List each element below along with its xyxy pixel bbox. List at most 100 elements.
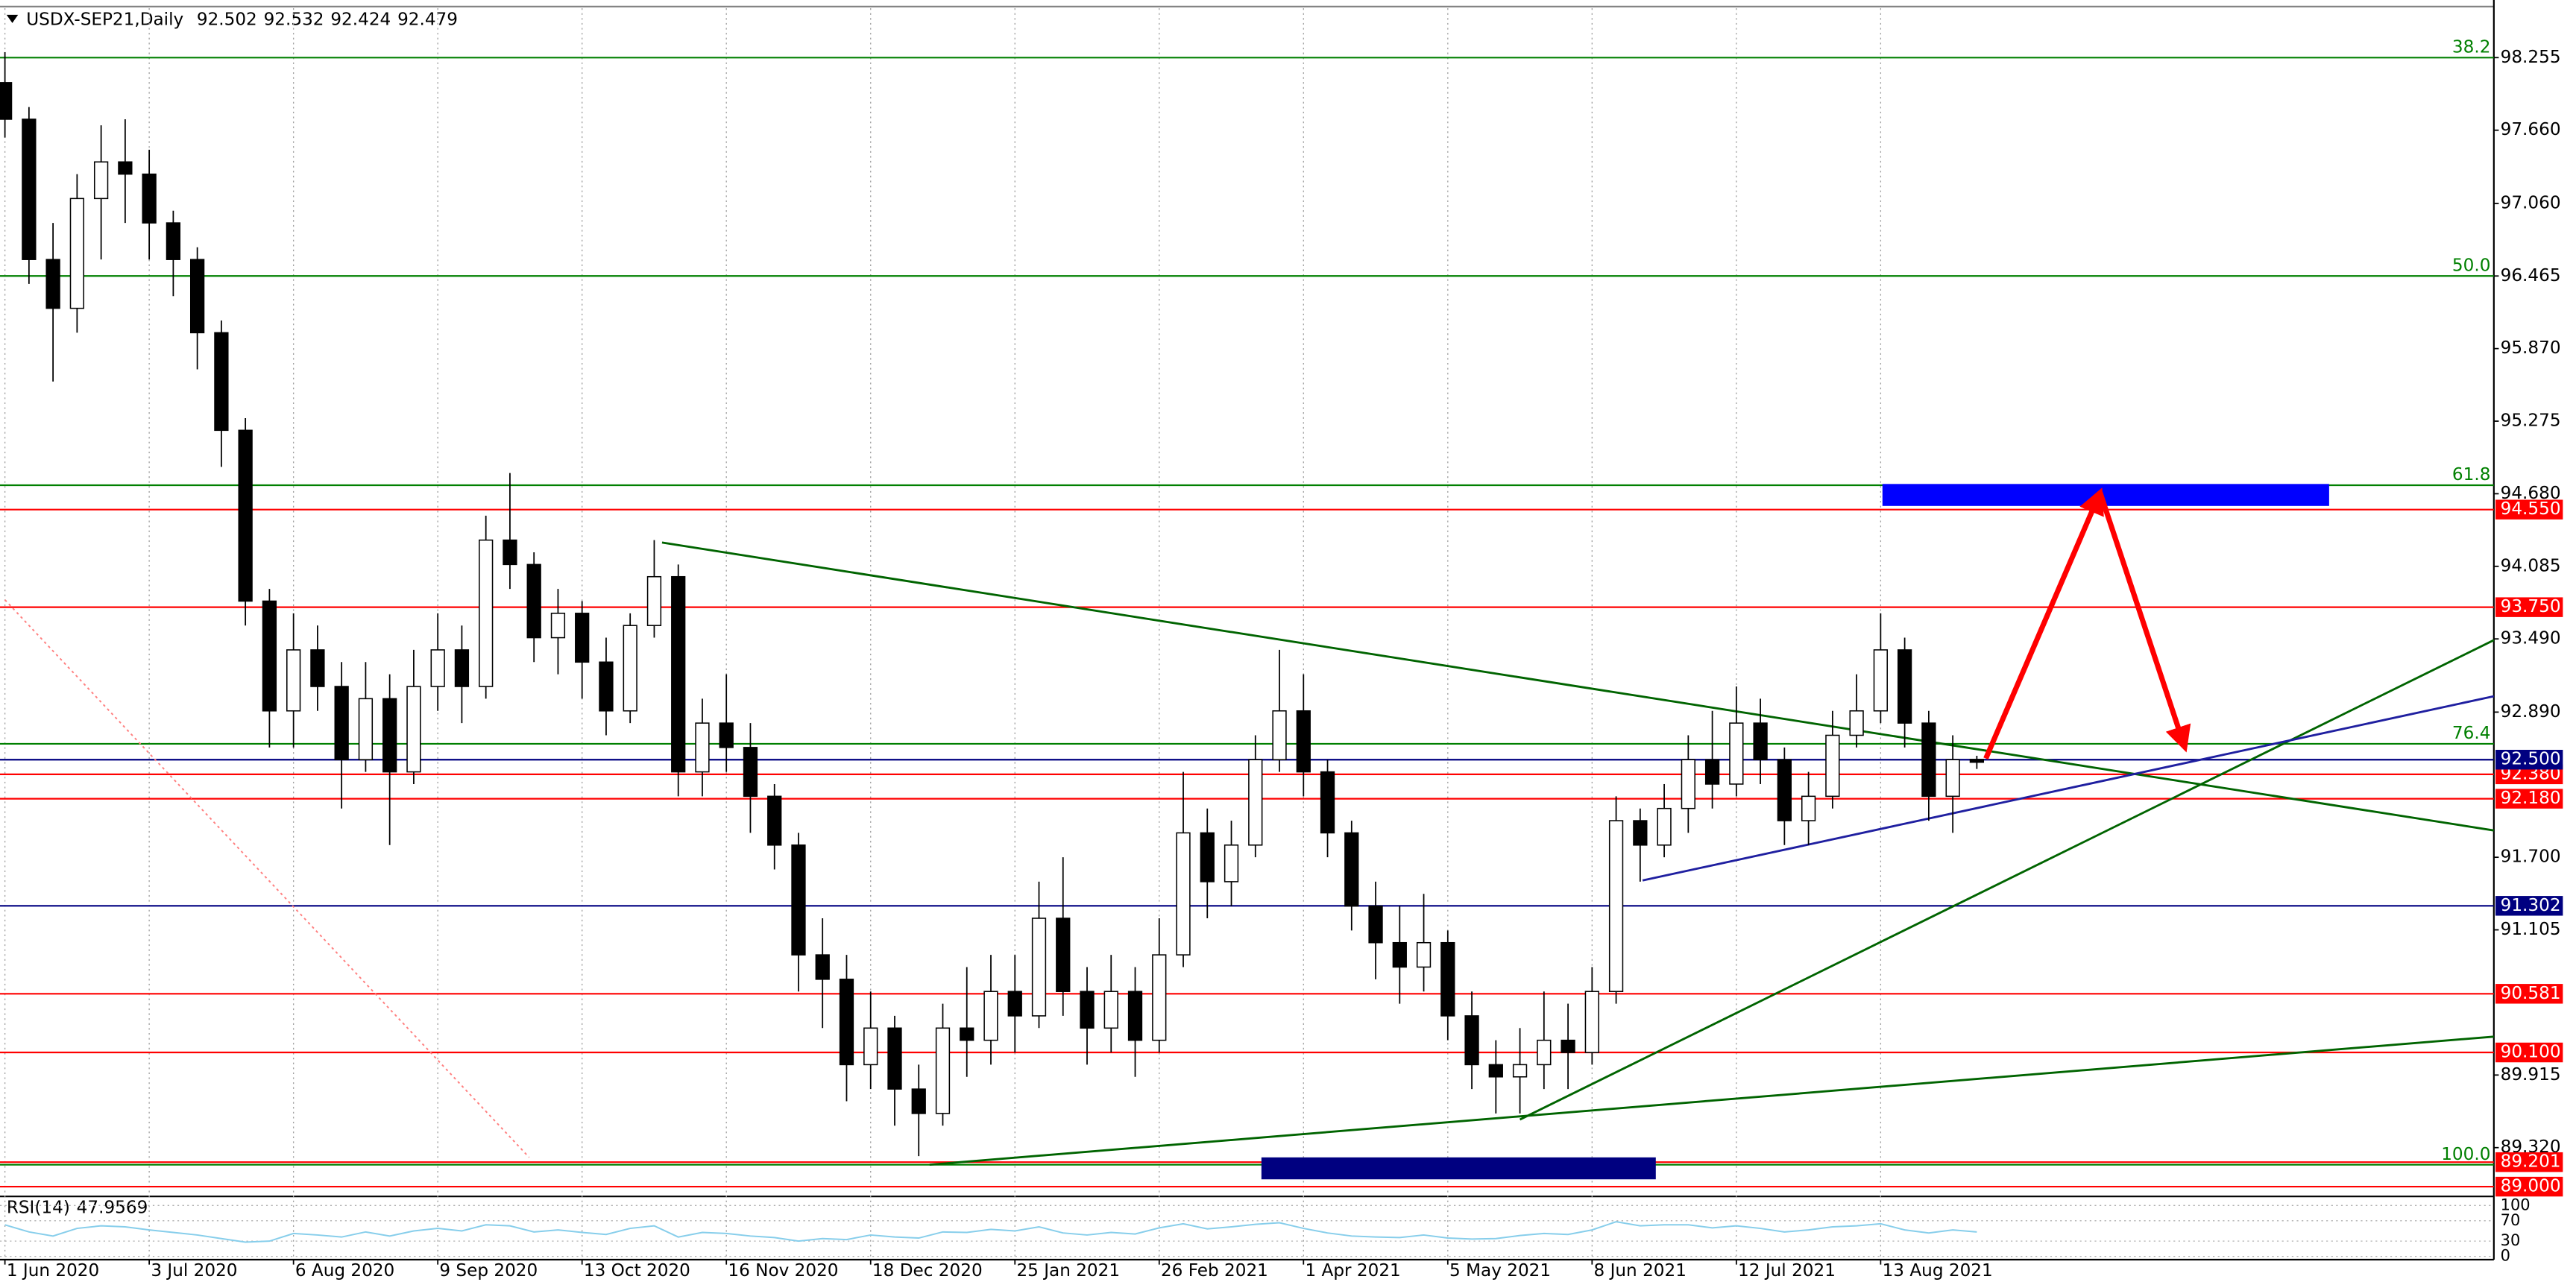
candle-body — [1296, 710, 1311, 773]
candle-body — [189, 259, 205, 334]
x-tick-label: 5 May 2021 — [1449, 1261, 1551, 1281]
x-tick-label: 16 Nov 2020 — [728, 1261, 838, 1281]
price-label-box — [2495, 984, 2563, 1004]
rsi-tick-label: 70 — [2501, 1211, 2521, 1229]
candle-body — [1921, 722, 1936, 798]
price-label-box — [2495, 597, 2563, 617]
candle-body — [1753, 722, 1768, 760]
y-tick-label: 95.275 — [2501, 411, 2561, 431]
candle-body — [887, 1027, 902, 1090]
x-tick-label: 13 Aug 2021 — [1883, 1261, 1993, 1281]
rsi-header: RSI(14) 47.9569 — [7, 1198, 148, 1217]
candle-body — [1801, 795, 1816, 821]
candle-body — [1056, 918, 1071, 992]
last-close: 92.479 — [397, 10, 458, 29]
y-tick-label: 91.700 — [2501, 847, 2561, 867]
arrow — [2097, 491, 2191, 753]
rsi-line — [4, 1221, 1977, 1243]
price-label-box — [2495, 750, 2563, 770]
candle-body — [1681, 759, 1695, 809]
zone — [1261, 1157, 1656, 1180]
y-tick-label: 95.870 — [2501, 338, 2561, 358]
x-tick-label: 12 Jul 2021 — [1738, 1261, 1836, 1281]
candle-body — [0, 82, 13, 120]
x-tick-label: 1 Jun 2020 — [7, 1261, 99, 1281]
candle-body — [358, 698, 374, 760]
candle-body — [1464, 1015, 1479, 1066]
symbol-title: USDX-SEP21,Daily — [26, 10, 183, 29]
candle-body — [935, 1027, 951, 1114]
candle-body — [1512, 1064, 1528, 1078]
candle-body — [238, 429, 253, 602]
last-open: 92.502 — [197, 10, 257, 29]
x-tick-label: 1 Apr 2021 — [1305, 1261, 1400, 1281]
price-label-box — [2495, 789, 2563, 809]
candle-body — [1248, 759, 1263, 846]
candle-body — [1777, 759, 1792, 821]
x-tick-label: 18 Dec 2020 — [872, 1261, 983, 1281]
x-tick-label: 3 Jul 2020 — [151, 1261, 237, 1281]
candle-body — [767, 795, 782, 846]
fib-label: 50.0 — [2452, 256, 2491, 276]
candle-body — [623, 625, 637, 712]
price-label-box — [2495, 896, 2563, 916]
candle-body — [1608, 820, 1624, 992]
candle-body — [406, 686, 421, 773]
candle-body — [22, 119, 37, 260]
candle-body — [983, 991, 998, 1041]
candle-body — [1368, 905, 1383, 944]
price-label: 90.581 — [2501, 984, 2561, 1003]
candle-body — [815, 954, 830, 980]
candle-body — [454, 649, 470, 687]
x-tick-label: 8 Jun 2021 — [1594, 1261, 1687, 1281]
x-tick-label: 13 Oct 2020 — [584, 1261, 690, 1281]
y-tick-label: 93.490 — [2501, 629, 2561, 648]
candle-body — [1969, 759, 1985, 763]
candle-body — [1584, 991, 1599, 1053]
arrow — [1983, 487, 2104, 760]
price-label-box — [2495, 499, 2563, 520]
rsi-tick-label: 30 — [2501, 1231, 2521, 1249]
candle-body — [1224, 844, 1239, 882]
candle-body — [1488, 1064, 1503, 1078]
y-tick-label: 91.105 — [2501, 920, 2561, 939]
candle-body — [1272, 710, 1287, 760]
candle-body — [1945, 759, 1960, 798]
price-label-box — [2495, 1176, 2563, 1197]
candle-body — [69, 198, 85, 309]
candle-body — [503, 539, 517, 566]
y-tick-label: 89.915 — [2501, 1065, 2561, 1084]
price-label: 94.550 — [2501, 499, 2561, 519]
y-tick-label: 98.255 — [2501, 48, 2561, 67]
candle-body — [166, 222, 181, 260]
candle-body — [719, 722, 734, 748]
candle-body — [646, 575, 662, 626]
candle-body — [575, 613, 590, 663]
candle-body — [1103, 991, 1118, 1029]
fib-label: 76.4 — [2452, 724, 2491, 743]
price-label: 93.750 — [2501, 597, 2561, 616]
candle-body — [214, 332, 229, 432]
trend-line — [1519, 639, 2495, 1121]
candle-body — [839, 979, 854, 1066]
candle-body — [1704, 759, 1720, 785]
candle-body — [118, 161, 133, 175]
candle-body — [1007, 991, 1022, 1017]
candle-body — [1392, 941, 1407, 968]
trend-line — [4, 599, 530, 1158]
rsi-tick-label: 100 — [2501, 1196, 2531, 1213]
candle-body — [479, 539, 494, 687]
candle-body — [550, 613, 566, 639]
price-label-box — [2495, 1152, 2563, 1172]
candle-body — [599, 661, 614, 712]
menu-triangle[interactable] — [6, 14, 19, 23]
y-tick-label: 96.465 — [2501, 266, 2561, 285]
last-low: 92.424 — [330, 10, 391, 29]
candle-body — [960, 1027, 974, 1041]
candle-body — [1657, 807, 1672, 846]
price-label: 89.000 — [2501, 1177, 2561, 1196]
price-label-box — [2495, 1042, 2563, 1063]
candle-body — [1152, 954, 1167, 1041]
fib-label: 38.2 — [2452, 38, 2491, 57]
